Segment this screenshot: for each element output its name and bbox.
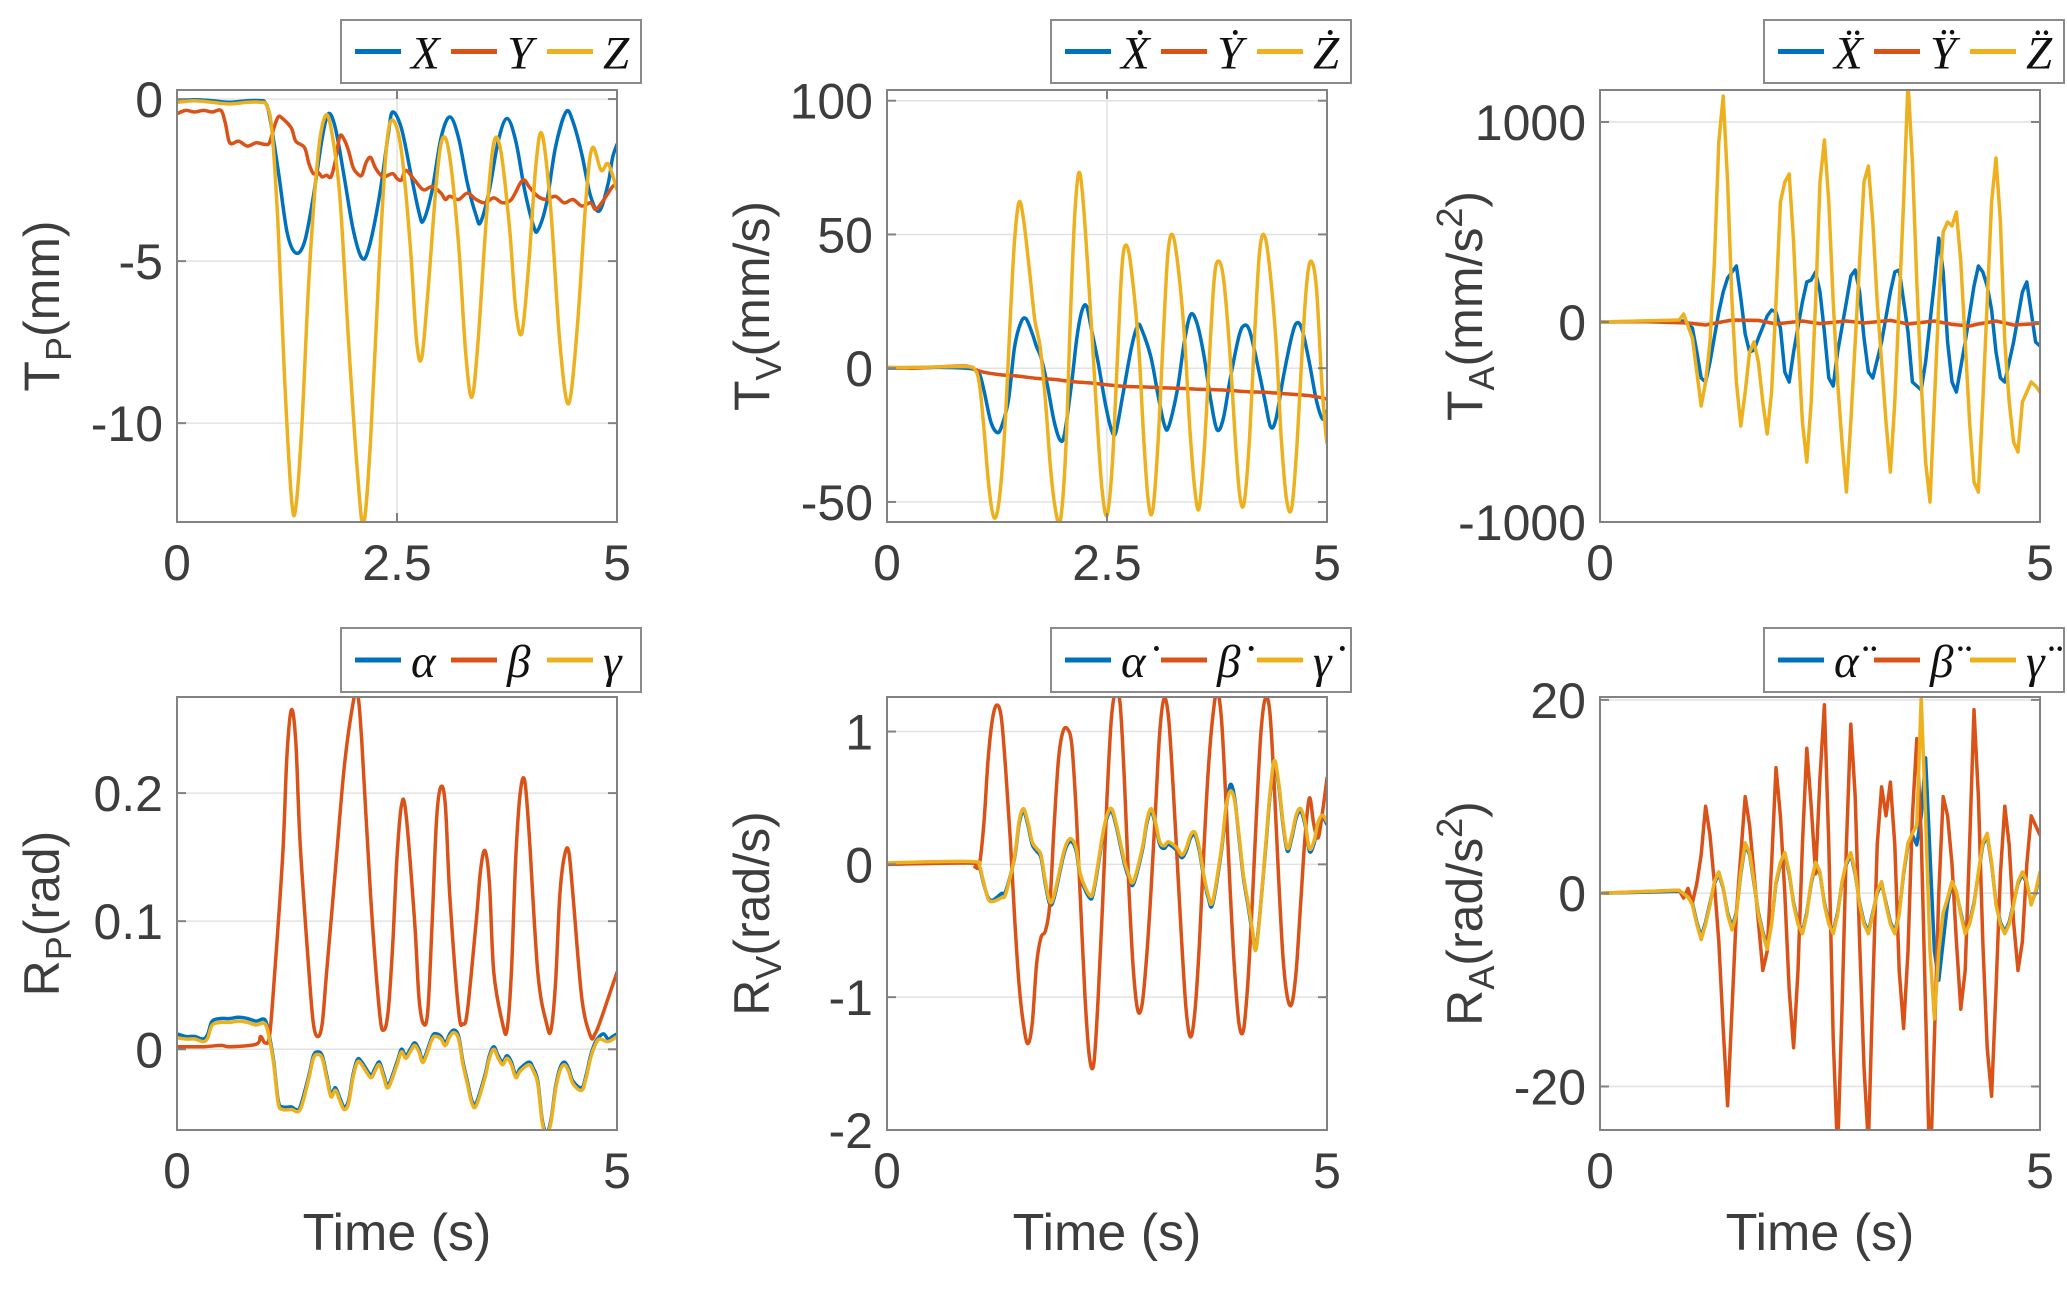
y-tick-label: -5 — [119, 234, 163, 290]
y-axis-label: TP(mm) — [14, 220, 79, 391]
series-line-betaddot — [1600, 702, 2040, 1130]
legend-label-beta: β — [506, 636, 531, 688]
series-line-beta — [177, 697, 617, 1049]
axes-frame — [1599, 696, 2041, 1131]
y-tick-label: -50 — [801, 475, 873, 531]
axes-frame — [886, 696, 1328, 1131]
y-tick-label: 1 — [845, 705, 873, 761]
legend-label-Xddot: Ẍ — [1832, 27, 1865, 79]
x-axis-label: Time (s) — [1013, 1204, 1202, 1262]
x-axis-label: Time (s) — [303, 1204, 492, 1262]
y-tick-label: 0 — [1558, 866, 1586, 922]
legend-label-Y: Y — [507, 27, 538, 79]
legend-label-Ydot: Ẏ — [1217, 27, 1248, 79]
series-line-Yddot — [1600, 318, 2040, 328]
x-tick-label: 5 — [603, 1143, 631, 1199]
x-tick-label: 0 — [1586, 1143, 1614, 1199]
x-tick-label: 0 — [163, 535, 191, 591]
x-tick-label: 2.5 — [1072, 535, 1142, 591]
y-tick-label: 1000 — [1475, 95, 1586, 151]
y-axis-label: TV(mm/s) — [724, 201, 789, 411]
x-tick-label: 0 — [163, 1143, 191, 1199]
series-line-gamma — [177, 1019, 617, 1130]
x-tick-label: 0 — [873, 1143, 901, 1199]
y-tick-label: -10 — [91, 396, 163, 452]
legend: α̈ β̈ γ̈ — [1763, 627, 2065, 693]
legend: Ẍ Ÿ Z̈ — [1763, 19, 2065, 84]
y-tick-label: 0.1 — [93, 894, 163, 950]
legend-label-X: X — [409, 27, 442, 79]
y-tick-label: 0 — [845, 837, 873, 893]
series-line-Zddot — [1600, 90, 2040, 504]
series-line-Zdot — [887, 170, 1327, 522]
y-axis-label: RP(rad) — [14, 831, 79, 997]
x-tick-label: 2.5 — [362, 535, 432, 591]
y-axis-label: RA(rad/s2) — [1429, 801, 1502, 1026]
x-tick-label: 5 — [1313, 535, 1341, 591]
legend-label-Z: Z — [603, 27, 630, 79]
legend-label-Xdot: Ẋ — [1119, 27, 1152, 79]
x-tick-label: 5 — [2026, 1143, 2054, 1199]
series-line-gammadot — [887, 758, 1327, 953]
x-tick-label: 5 — [1313, 1143, 1341, 1199]
y-tick-label: -1000 — [1458, 495, 1586, 551]
y-tick-label: 0 — [135, 72, 163, 128]
legend-label-Zdot: Ż — [1313, 27, 1340, 79]
series-line-X — [177, 97, 617, 261]
y-tick-label: 0.2 — [93, 766, 163, 822]
legend-label-Zddot: Z̈ — [2026, 27, 2053, 79]
legend: α̇ β̇ γ̇ — [1050, 627, 1352, 693]
y-tick-label: -20 — [1514, 1060, 1586, 1116]
y-tick-label: 20 — [1530, 673, 1586, 729]
axes-frame — [176, 696, 618, 1131]
y-tick-label: 50 — [817, 207, 873, 263]
x-axis-label: Time (s) — [1726, 1204, 1915, 1262]
series-line-betadot — [887, 697, 1327, 1071]
x-tick-label: 5 — [2026, 535, 2054, 591]
axes-frame — [1599, 89, 2041, 523]
x-tick-label: 0 — [873, 535, 901, 591]
y-tick-label: -1 — [829, 970, 873, 1026]
plot-rv: 0 510-1-2RV(rad/s)Time (s)α̇ β̇ γ̇ — [724, 627, 1352, 1262]
y-tick-label: 0 — [845, 341, 873, 397]
y-tick-label: 100 — [790, 74, 873, 130]
plot-rp: 0 5 0.2 0.1 0 RP(rad) Time (s) α β γ — [14, 627, 642, 1262]
series-line-gammaddot — [1600, 697, 2040, 1021]
y-tick-label: 0 — [135, 1022, 163, 1078]
legend-label-gamma: γ — [603, 636, 623, 688]
legend: X Y Z — [340, 19, 642, 84]
x-tick-label: 5 — [603, 535, 631, 591]
series-line-Z — [177, 98, 617, 522]
series-line-Xdot — [887, 303, 1327, 444]
x-tick-label: 0 — [1586, 535, 1614, 591]
y-axis-label: TA(mm/s2) — [1429, 191, 1502, 421]
legend: α β γ — [340, 627, 642, 693]
y-tick-label: 0 — [1558, 295, 1586, 351]
y-axis-label: RV(rad/s) — [724, 811, 789, 1016]
legend-label-alpha: α — [411, 636, 437, 688]
y-tick-label: -2 — [829, 1103, 873, 1159]
legend-label-Yddot: Ÿ — [1930, 27, 1961, 79]
series-line-Xddot — [1600, 236, 2040, 394]
